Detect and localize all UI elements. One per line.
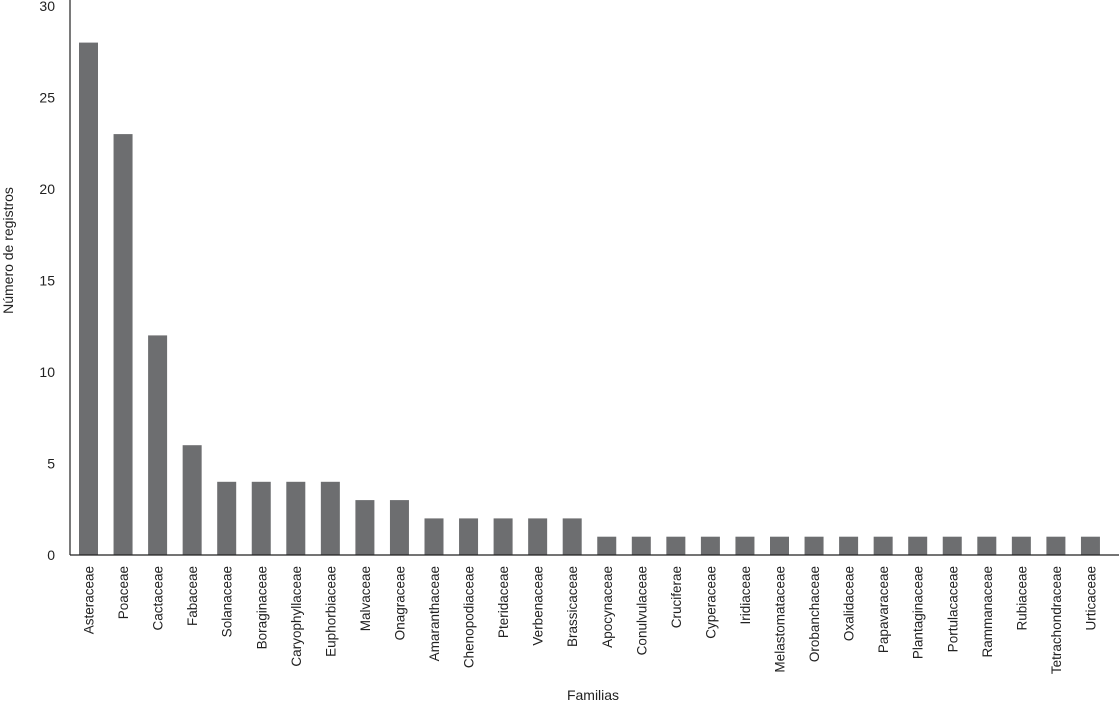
x-tick-label: Plantaginaceae — [911, 566, 926, 659]
x-tick-label: Papavaraceae — [876, 566, 891, 653]
y-tick-label: 15 — [39, 273, 55, 289]
x-tick-label: Verbenaceae — [531, 566, 546, 646]
bar-rubiaceae — [1011, 536, 1031, 555]
bar-amaranthaceae — [424, 518, 444, 555]
bar-asteraceae — [79, 42, 98, 556]
bars-group — [79, 42, 1100, 556]
x-tick-label: Boraginaceae — [254, 566, 269, 649]
x-tick-label: Chenopodiaceae — [462, 566, 477, 668]
x-labels-group: Asteraceae Poaceae Cactaceae Fabaceae Solana… — [82, 566, 1099, 674]
bar-cactaceae — [148, 335, 168, 555]
bar-conulvulaceae — [631, 536, 651, 555]
x-tick-label: Brassicaceae — [565, 566, 580, 647]
bar-brassicaceae — [562, 518, 582, 555]
bar-apocynaceae — [597, 536, 617, 555]
x-tick-label: Portulacaceae — [945, 566, 960, 652]
bar-pteridaceae — [493, 518, 513, 555]
x-tick-label: Caryophyllaceae — [289, 566, 304, 667]
bar-fabaceae — [182, 445, 202, 555]
x-tick-label: Pteridaceae — [496, 566, 511, 638]
x-tick-label: Oxalidaceae — [842, 566, 857, 641]
x-tick-label: Solanaceae — [220, 566, 235, 637]
bar-oxalidaceae — [839, 536, 859, 555]
bar-urticaceae — [1080, 536, 1100, 555]
x-tick-label: Apocynaceae — [600, 566, 615, 648]
y-tick-label: 25 — [39, 90, 55, 106]
bar-iridiaceae — [735, 536, 755, 555]
bar-cyperaceae — [700, 536, 720, 555]
x-tick-label: Tetrachondraceae — [1049, 566, 1064, 674]
y-tick-label: 30 — [39, 0, 55, 14]
bar-solanaceae — [217, 481, 237, 555]
bar-rammanaceae — [977, 536, 997, 555]
x-tick-label: Melastomataceae — [773, 566, 788, 673]
bar-papavaraceae — [873, 536, 893, 555]
x-axis-title: Familias — [567, 687, 619, 703]
x-tick-label: Euphorbiaceae — [323, 566, 338, 657]
x-tick-label: Orobanchaceae — [807, 566, 822, 662]
x-tick-label: Fabaceae — [185, 566, 200, 626]
y-axis-title: Número de registros — [0, 187, 16, 314]
y-tick-label: 0 — [47, 547, 55, 563]
bar-poaceae — [113, 134, 133, 555]
x-tick-label: Conulvulaceae — [634, 566, 649, 655]
x-tick-label: Cruciferae — [669, 566, 684, 628]
x-tick-label: Onagraceae — [392, 566, 407, 640]
bar-malvaceae — [355, 500, 375, 555]
x-tick-label: Iridiaceae — [738, 566, 753, 625]
bar-tetrachondraceae — [1046, 536, 1066, 555]
bar-onagraceae — [389, 500, 409, 555]
x-tick-label: Malvaceae — [358, 566, 373, 631]
bar-chenopodiaceae — [459, 518, 479, 555]
bar-boraginaceae — [251, 481, 271, 555]
x-tick-label: Urticaceae — [1083, 566, 1098, 631]
x-tick-label: Cyperaceae — [703, 566, 718, 639]
x-tick-label: Cactaceae — [151, 566, 166, 631]
y-ticks-group: 0 5 10 15 20 25 30 — [39, 0, 55, 563]
bar-verbenaceae — [528, 518, 548, 555]
x-tick-label: Amaranthaceae — [427, 566, 442, 661]
bar-caryophyllaceae — [286, 481, 306, 555]
bar-portulacaceae — [942, 536, 962, 555]
x-tick-label: Rammanaceae — [980, 566, 995, 658]
bar-cruciferae — [666, 536, 686, 555]
y-tick-label: 10 — [39, 364, 55, 380]
x-tick-label: Poaceae — [116, 566, 131, 619]
bar-melastomataceae — [770, 536, 789, 555]
x-tick-label: Asteraceae — [82, 566, 97, 634]
y-tick-label: 5 — [47, 456, 55, 472]
bar-plantaginaceae — [908, 536, 928, 555]
x-tick-label: Rubiaceae — [1014, 566, 1029, 631]
bar-orobanchaceae — [804, 536, 824, 555]
bar-euphorbiaceae — [320, 481, 340, 555]
y-tick-label: 20 — [39, 181, 55, 197]
